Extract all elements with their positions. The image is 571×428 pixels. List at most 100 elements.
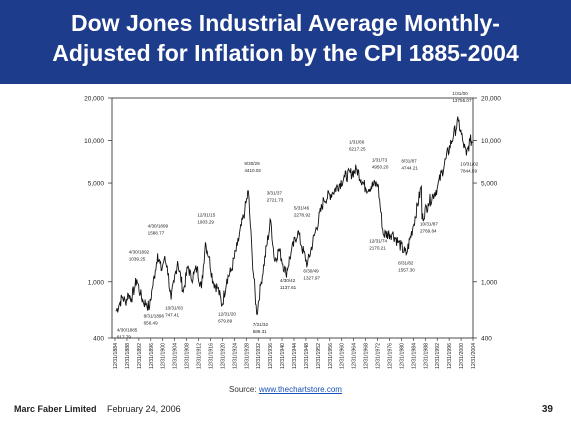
x-tick-label: 12/31/1904 <box>173 343 179 369</box>
annotation-date: 8/31/87 <box>401 158 417 163</box>
annotation-value: 2278.92 <box>294 212 311 217</box>
y-tick-label-left: 1,000 <box>88 279 105 286</box>
annotation-date: 4/30/42 <box>280 278 296 283</box>
annotation-value: 1137.61 <box>280 285 297 290</box>
annotation-date: 10/31/87 <box>420 221 438 226</box>
footer-date: February 24, 2006 <box>107 404 181 414</box>
annotation-date: 8/31/82 <box>398 261 414 266</box>
annotation-value: 6217.25 <box>349 147 366 152</box>
annotation-value: 656.49 <box>144 321 158 326</box>
x-tick-label: 12/31/1920 <box>220 343 226 369</box>
x-tick-label: 12/31/1976 <box>387 343 393 369</box>
annotation-date: 4/30/1885 <box>117 327 138 332</box>
annotation-value: 4410.02 <box>244 168 261 173</box>
x-tick-label: 12/31/1956 <box>328 343 334 369</box>
y-tick-label-right: 5,000 <box>481 181 498 188</box>
annotation-value: 747.41 <box>165 313 179 318</box>
annotation-value: 1327.97 <box>303 275 320 280</box>
annotation-date: 7/31/32 <box>253 322 269 327</box>
x-tick-label: 12/31/1936 <box>268 343 274 369</box>
annotation-value: 679.89 <box>218 318 232 323</box>
x-axis: 12/31/1884 12/31/1888 12/31/1892 12/31/1896… <box>113 338 477 369</box>
x-tick-label: 12/31/1940 <box>280 343 286 369</box>
annotation-date: 4/30/1892 <box>129 249 150 254</box>
chart-area: 400 1,000 5,000 10,000 20,000 400 1,000 5,000 1… <box>0 84 571 384</box>
x-tick-label: 12/31/1996 <box>447 343 453 369</box>
x-tick-label: 12/31/1980 <box>399 343 405 369</box>
annotation-value: 2721.73 <box>267 197 284 202</box>
annotation-value: 1557.30 <box>398 268 415 273</box>
x-tick-label: 12/31/1948 <box>304 343 310 369</box>
annotation-date: 4/30/1899 <box>148 223 169 228</box>
annotation-value: 2170.21 <box>369 245 386 250</box>
annotation-value: 1588.77 <box>148 230 165 235</box>
dow-inflation-chart: 400 1,000 5,000 10,000 20,000 400 1,000 5,000 1… <box>84 91 501 369</box>
source-line: Source: www.thechartstore.com <box>0 385 571 394</box>
y-tick-label-right: 1,000 <box>481 279 498 286</box>
annotation-date: 8/31/1896 <box>144 314 165 319</box>
y-tick-label-right: 20,000 <box>481 96 501 103</box>
annotations: 4/30/1885 617.79 4/30/1892 1039.25 8/31/1896… <box>117 91 479 339</box>
y-tick-label-right: 10,000 <box>481 138 501 145</box>
title-line-1: Dow Jones Industrial Average Monthly- <box>71 10 500 36</box>
annotation-value: 7844.59 <box>460 168 477 173</box>
y-tick-label-left: 5,000 <box>88 181 105 188</box>
x-tick-label: 12/31/1912 <box>197 343 203 369</box>
footer: Marc Faber Limited February 24, 2006 <box>14 404 181 414</box>
y-axis-left: 400 1,000 5,000 10,000 20,000 <box>84 96 112 343</box>
source-link[interactable]: www.thechartstore.com <box>258 385 342 394</box>
annotation-date: 1/31/73 <box>372 158 388 163</box>
x-tick-label: 12/31/1932 <box>256 343 262 369</box>
annotation-date: 1/31/00 <box>452 91 468 96</box>
x-tick-label: 12/31/1988 <box>423 343 429 369</box>
title-line-2: Adjusted for Inflation by the CPI 1885-2… <box>52 40 519 66</box>
page-number: 39 <box>541 404 553 415</box>
x-tick-label: 12/31/1992 <box>435 343 441 369</box>
title-banner: Dow Jones Industrial Average Monthly- Ad… <box>0 0 571 84</box>
x-tick-label: 12/31/1916 <box>208 343 214 369</box>
source-prefix: Source: <box>229 385 259 394</box>
y-tick-label-left: 400 <box>93 336 104 343</box>
x-tick-label: 12/31/1952 <box>316 343 322 369</box>
annotation-date: 1/31/66 <box>349 140 365 145</box>
y-tick-label-left: 20,000 <box>84 96 104 103</box>
x-tick-label: 12/31/1884 <box>113 343 119 369</box>
annotation-date: 10/31/03 <box>165 306 183 311</box>
annotation-value: 617.79 <box>117 334 131 339</box>
x-tick-label: 12/31/1944 <box>292 343 298 369</box>
x-tick-label: 12/31/1972 <box>376 343 382 369</box>
y-tick-label-left: 10,000 <box>84 138 104 145</box>
x-tick-label: 12/31/1924 <box>232 343 238 369</box>
annotation-date: 12/31/15 <box>197 212 215 217</box>
x-tick-label: 12/31/1964 <box>352 343 358 369</box>
x-tick-label: 12/31/1888 <box>125 343 131 369</box>
x-tick-label: 12/31/1908 <box>185 343 191 369</box>
annotation-value: 4950.20 <box>372 165 389 170</box>
annotation-date: 12/31/74 <box>369 238 387 243</box>
x-tick-label: 12/31/2004 <box>471 343 477 369</box>
plot-frame <box>111 97 474 339</box>
series-line-dow-real <box>115 116 474 316</box>
annotation-value: 2769.84 <box>420 228 437 233</box>
annotation-value: 4744.21 <box>401 165 418 170</box>
annotation-date: 3/31/37 <box>267 190 283 195</box>
y-tick-label-right: 400 <box>481 336 492 343</box>
annotation-value: 1903.29 <box>197 219 214 224</box>
x-tick-label: 12/31/2000 <box>459 343 465 369</box>
x-tick-label: 12/31/1928 <box>244 343 250 369</box>
annotation-date: 6/30/49 <box>303 268 319 273</box>
x-tick-label: 12/31/1984 <box>411 343 417 369</box>
y-axis-right: 400 1,000 5,000 10,000 20,000 <box>473 96 501 343</box>
annotation-date: 10/31/02 <box>460 161 478 166</box>
footer-org: Marc Faber Limited <box>14 404 97 414</box>
annotation-value: 13755.07 <box>452 98 472 103</box>
annotation-date: 9/30/29 <box>244 161 260 166</box>
x-tick-label: 12/31/1960 <box>340 343 346 369</box>
slide-title: Dow Jones Industrial Average Monthly- Ad… <box>0 8 571 68</box>
annotation-date: 12/31/20 <box>218 311 236 316</box>
annotation-date: 5/31/46 <box>294 205 310 210</box>
x-tick-label: 12/31/1896 <box>149 343 155 369</box>
x-tick-label: 12/31/1900 <box>161 343 167 369</box>
x-tick-label: 12/31/1892 <box>137 343 143 369</box>
annotation-value: 589.31 <box>253 329 267 334</box>
